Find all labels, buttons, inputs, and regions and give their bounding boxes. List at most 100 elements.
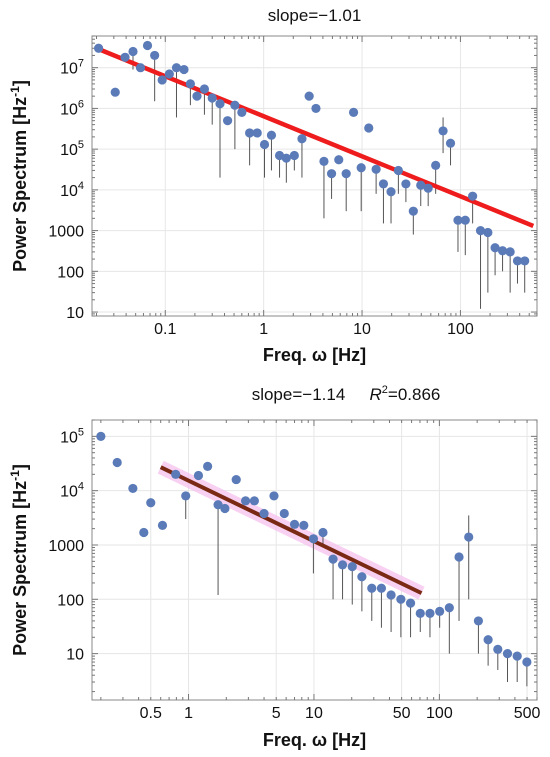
chart2-point-31 (415, 608, 425, 619)
chart1-y-axis-label: Power Spectrum [Hz-1] (8, 80, 30, 272)
chart2-point-28 (386, 590, 396, 600)
chart2-fit-line (159, 465, 423, 595)
chart2-point-37 (473, 616, 484, 626)
chart2-y-axis-label: Power Spectrum [Hz-1] (8, 464, 30, 656)
chart1-point-46 (445, 138, 456, 148)
chart1-point-0 (93, 43, 104, 53)
chart2-point-16 (269, 491, 279, 501)
chart2-point-11 (220, 503, 230, 514)
chart1-point-5 (142, 40, 153, 51)
chart1-point-9 (171, 63, 182, 73)
chart1-point-40 (401, 179, 411, 189)
chart2-point-6 (171, 469, 181, 479)
chart1-point-32 (341, 169, 351, 179)
chart1-point-20 (252, 128, 262, 138)
chart2-point-18 (289, 519, 300, 529)
chart1-x-tick-label: 0.1 (154, 321, 176, 338)
chart2-point-22 (328, 554, 338, 564)
chart1-y-tick-label: 10 (66, 305, 84, 322)
chart1-point-8 (164, 69, 174, 79)
chart2-point-4 (146, 498, 156, 508)
chart2-point-0 (96, 431, 106, 441)
chart1-point-51 (483, 227, 493, 238)
chart1-point-3 (128, 46, 138, 57)
chart1-point-37 (378, 179, 389, 189)
chart1-y-tick-label: 100 (57, 264, 84, 281)
chart2-x-tick-label: 500 (514, 705, 541, 722)
chart1-x-tick-label: 1 (259, 321, 268, 338)
chart1-point-7 (157, 75, 167, 85)
chart1-point-49 (468, 191, 478, 201)
chart1-point-53 (497, 246, 508, 256)
chart2-plot: 0.5 1 5 10 50 100 500 10 100 1000 104 105 slope=−1.1… (8, 384, 541, 750)
chart2-point-24 (347, 562, 357, 572)
chart1-point-35 (364, 123, 374, 133)
chart1-y-tick-label: 105 (60, 139, 84, 159)
chart1-point-1 (110, 87, 120, 97)
chart1-point-10 (179, 64, 189, 75)
chart1-point-4 (135, 63, 146, 73)
chart1-y-tick-label: 107 (60, 58, 84, 78)
chart2-point-2 (128, 483, 138, 494)
chart2-y-tick-label: 105 (60, 426, 84, 446)
chart2-point-23 (337, 560, 348, 570)
chart2-point-29 (396, 594, 406, 604)
chart2-point-9 (203, 461, 213, 471)
chart1-point-19 (245, 128, 255, 138)
chart2-point-40 (502, 649, 513, 659)
chart1-point-36 (371, 164, 381, 174)
chart1-point-12 (192, 91, 202, 101)
chart2-point-27 (376, 583, 387, 593)
chart1-point-42 (416, 180, 426, 190)
chart2-point-21 (318, 527, 328, 538)
chart1-point-34 (356, 163, 366, 173)
chart2-point-39 (493, 644, 503, 654)
chart1-point-39 (393, 165, 403, 176)
chart1-point-33 (348, 107, 359, 117)
chart1-point-31 (334, 155, 344, 165)
chart1-point-45 (438, 126, 448, 136)
chart2-r2-annotation: R2=0.866 (370, 384, 441, 404)
chart1-point-47 (453, 215, 463, 225)
chart2-point-7 (181, 491, 191, 501)
chart2-point-32 (425, 608, 435, 619)
chart1-y-tick-label: 104 (60, 180, 84, 200)
chart1-point-18 (237, 107, 247, 117)
chart1-point-56 (520, 256, 530, 266)
chart2-point-15 (259, 508, 269, 519)
chart1-x-axis-label: Freq. ω [Hz] (263, 345, 366, 365)
chart2-point-12 (231, 474, 241, 485)
chart1-point-21 (259, 139, 270, 150)
chart2-frame (91, 419, 538, 701)
chart2-point-30 (405, 598, 416, 608)
chart2-point-38 (483, 635, 493, 645)
chart1-point-13 (199, 84, 210, 94)
chart2-point-5 (157, 520, 168, 530)
chart1-point-44 (431, 160, 441, 170)
chart2-point-8 (193, 470, 204, 481)
chart1-y-tick-label: 106 (60, 98, 84, 118)
chart2-y-tick-label: 1000 (48, 538, 84, 555)
chart1-point-48 (460, 215, 470, 225)
chart1-point-17 (230, 100, 240, 110)
chart2-x-tick-label: 0.5 (140, 705, 162, 722)
chart1-point-43 (423, 183, 433, 193)
chart2-point-25 (357, 572, 367, 582)
chart1-point-24 (281, 153, 291, 163)
chart2-x-tick-label: 5 (272, 705, 281, 722)
chart2-y-tick-label: 104 (60, 481, 84, 501)
chart2-point-42 (522, 657, 532, 667)
chart1-point-29 (319, 156, 329, 167)
chart1-point-55 (512, 256, 523, 266)
chart1-frame (91, 35, 538, 317)
chart2-point-33 (435, 606, 445, 616)
chart1-point-14 (207, 93, 217, 103)
chart2-point-13 (240, 496, 251, 506)
chart2-x-tick-label: 10 (305, 705, 323, 722)
chart2-title: slope=−1.14 (252, 385, 346, 404)
chart1-point-11 (185, 79, 195, 89)
chart2-point-26 (367, 583, 377, 593)
chart2-point-35 (454, 552, 464, 562)
chart1-fit-line (95, 46, 535, 229)
chart2-point-20 (308, 534, 319, 544)
